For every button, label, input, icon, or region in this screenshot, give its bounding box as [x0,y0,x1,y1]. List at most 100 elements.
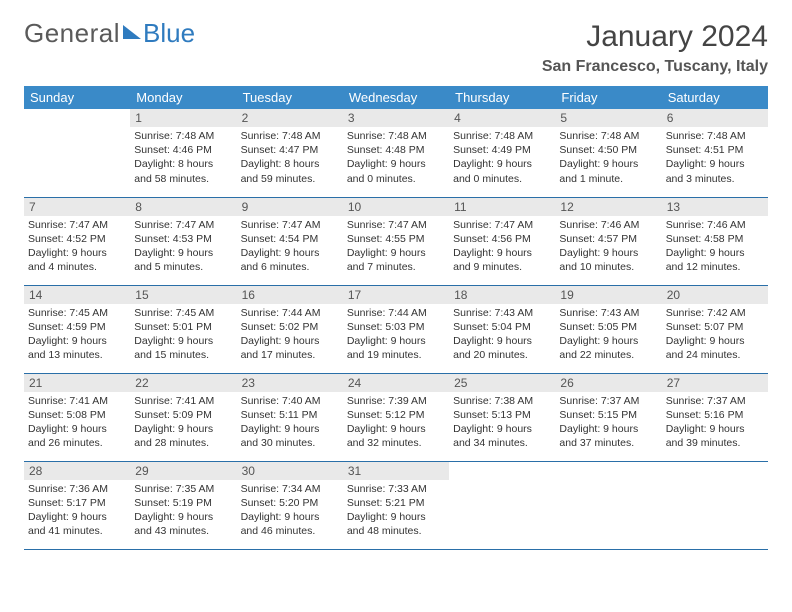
day-details: Sunrise: 7:47 AMSunset: 4:53 PMDaylight:… [134,218,232,275]
day-cell-14: 14Sunrise: 7:45 AMSunset: 4:59 PMDayligh… [24,285,130,373]
day-number: 13 [662,198,768,216]
day-cell-31: 31 Sunrise: 7:33 AMSunset: 5:21 PMDayligh… [343,461,449,549]
day-number: 24 [343,374,449,392]
day-number: 7 [24,198,130,216]
logo-triangle-icon [123,25,141,39]
location-label: San Francesco, Tuscany, Italy [542,58,768,76]
dow-monday: Monday [130,86,236,109]
day-number: 11 [449,198,555,216]
day-cell-9: 9Sunrise: 7:47 AMSunset: 4:54 PMDaylight… [237,197,343,285]
day-number: 28 [24,462,130,480]
calendar-week-row: 21 Sunrise: 7:41 AMSunset: 5:08 PMDayligh… [24,373,768,461]
day-number: 20 [662,286,768,304]
day-cell-18: 18 Sunrise: 7:43 AMSunset: 5:04 PMDayligh… [449,285,555,373]
day-details: Sunrise: 7:44 AMSunset: 5:03 PMDaylight:… [347,306,445,363]
day-number: 14 [24,286,130,304]
day-details: Sunrise: 7:48 AMSunset: 4:49 PMDaylight:… [453,129,551,186]
day-number: 22 [130,374,236,392]
day-cell-blank [555,461,661,549]
calendar-body: 1 Sunrise: 7:48 AMSunset: 4:46 PMDaylight… [24,109,768,549]
day-details: Sunrise: 7:48 AMSunset: 4:47 PMDaylight:… [241,129,339,186]
day-cell-24: 24 Sunrise: 7:39 AMSunset: 5:12 PMDayligh… [343,373,449,461]
day-number: 26 [555,374,661,392]
day-details: Sunrise: 7:47 AMSunset: 4:55 PMDaylight:… [347,218,445,275]
dow-tuesday: Tuesday [237,86,343,109]
day-details: Sunrise: 7:40 AMSunset: 5:11 PMDaylight:… [241,394,339,451]
day-number: 3 [343,109,449,127]
day-details: Sunrise: 7:35 AMSunset: 5:19 PMDaylight:… [134,482,232,539]
calendar-table: SundayMondayTuesdayWednesdayThursdayFrid… [24,86,768,550]
day-cell-7: 7 Sunrise: 7:47 AMSunset: 4:52 PMDaylight… [24,197,130,285]
dow-thursday: Thursday [449,86,555,109]
day-number: 17 [343,286,449,304]
dow-wednesday: Wednesday [343,86,449,109]
day-number: 21 [24,374,130,392]
day-details: Sunrise: 7:47 AMSunset: 4:56 PMDaylight:… [453,218,551,275]
dow-friday: Friday [555,86,661,109]
day-cell-19: 19Sunrise: 7:43 AMSunset: 5:05 PMDayligh… [555,285,661,373]
day-number: 15 [130,286,236,304]
month-title: January 2024 [542,20,768,54]
day-number: 16 [237,286,343,304]
day-number: 4 [449,109,555,127]
day-cell-11: 11 Sunrise: 7:47 AMSunset: 4:56 PMDayligh… [449,197,555,285]
logo: General Blue [24,20,195,46]
day-details: Sunrise: 7:43 AMSunset: 5:04 PMDaylight:… [453,306,551,363]
day-details: Sunrise: 7:33 AMSunset: 5:21 PMDaylight:… [347,482,445,539]
day-cell-8: 8 Sunrise: 7:47 AMSunset: 4:53 PMDaylight… [130,197,236,285]
day-cell-2: 2 Sunrise: 7:48 AMSunset: 4:47 PMDaylight… [237,109,343,197]
day-number: 31 [343,462,449,480]
day-details: Sunrise: 7:48 AMSunset: 4:46 PMDaylight:… [134,129,232,186]
day-cell-4: 4 Sunrise: 7:48 AMSunset: 4:49 PMDaylight… [449,109,555,197]
title-block: January 2024 San Francesco, Tuscany, Ita… [542,20,768,76]
day-number: 30 [237,462,343,480]
day-cell-22: 22Sunrise: 7:41 AMSunset: 5:09 PMDayligh… [130,373,236,461]
day-details: Sunrise: 7:37 AMSunset: 5:15 PMDaylight:… [559,394,657,451]
day-details: Sunrise: 7:43 AMSunset: 5:05 PMDaylight:… [559,306,657,363]
day-details: Sunrise: 7:34 AMSunset: 5:20 PMDaylight:… [241,482,339,539]
day-number: 27 [662,374,768,392]
day-cell-15: 15 Sunrise: 7:45 AMSunset: 5:01 PMDayligh… [130,285,236,373]
day-details: Sunrise: 7:38 AMSunset: 5:13 PMDaylight:… [453,394,551,451]
day-number: 2 [237,109,343,127]
day-cell-30: 30 Sunrise: 7:34 AMSunset: 5:20 PMDayligh… [237,461,343,549]
day-details: Sunrise: 7:46 AMSunset: 4:57 PMDaylight:… [559,218,657,275]
day-details: Sunrise: 7:46 AMSunset: 4:58 PMDaylight:… [666,218,764,275]
day-number: 18 [449,286,555,304]
logo-text-blue: Blue [143,20,195,46]
calendar-week-row: 28 Sunrise: 7:36 AMSunset: 5:17 PMDayligh… [24,461,768,549]
day-details: Sunrise: 7:47 AMSunset: 4:52 PMDaylight:… [28,218,126,275]
day-details: Sunrise: 7:39 AMSunset: 5:12 PMDaylight:… [347,394,445,451]
dow-sunday: Sunday [24,86,130,109]
day-details: Sunrise: 7:37 AMSunset: 5:16 PMDaylight:… [666,394,764,451]
day-cell-3: 3 Sunrise: 7:48 AMSunset: 4:48 PMDaylight… [343,109,449,197]
calendar-week-row: 1 Sunrise: 7:48 AMSunset: 4:46 PMDaylight… [24,109,768,197]
dow-saturday: Saturday [662,86,768,109]
day-number: 29 [130,462,236,480]
day-cell-16: 16Sunrise: 7:44 AMSunset: 5:02 PMDayligh… [237,285,343,373]
day-details: Sunrise: 7:42 AMSunset: 5:07 PMDaylight:… [666,306,764,363]
day-number: 23 [237,374,343,392]
day-cell-10: 10 Sunrise: 7:47 AMSunset: 4:55 PMDayligh… [343,197,449,285]
day-details: Sunrise: 7:45 AMSunset: 5:01 PMDaylight:… [134,306,232,363]
day-of-week-row: SundayMondayTuesdayWednesdayThursdayFrid… [24,86,768,109]
day-number: 1 [130,109,236,127]
day-cell-21: 21 Sunrise: 7:41 AMSunset: 5:08 PMDayligh… [24,373,130,461]
day-details: Sunrise: 7:47 AMSunset: 4:54 PMDaylight:… [241,218,339,275]
header: General Blue January 2024 San Francesco,… [24,20,768,76]
day-cell-6: 6 Sunrise: 7:48 AMSunset: 4:51 PMDaylight… [662,109,768,197]
day-number: 5 [555,109,661,127]
day-number: 12 [555,198,661,216]
day-cell-27: 27 Sunrise: 7:37 AMSunset: 5:16 PMDayligh… [662,373,768,461]
day-details: Sunrise: 7:41 AMSunset: 5:08 PMDaylight:… [28,394,126,451]
day-cell-28: 28 Sunrise: 7:36 AMSunset: 5:17 PMDayligh… [24,461,130,549]
day-number: 10 [343,198,449,216]
day-number: 8 [130,198,236,216]
day-details: Sunrise: 7:48 AMSunset: 4:48 PMDaylight:… [347,129,445,186]
day-details: Sunrise: 7:36 AMSunset: 5:17 PMDaylight:… [28,482,126,539]
calendar-week-row: 7 Sunrise: 7:47 AMSunset: 4:52 PMDaylight… [24,197,768,285]
day-number: 6 [662,109,768,127]
day-details: Sunrise: 7:48 AMSunset: 4:51 PMDaylight:… [666,129,764,186]
day-cell-23: 23 Sunrise: 7:40 AMSunset: 5:11 PMDayligh… [237,373,343,461]
logo-text-general: General [24,20,120,46]
